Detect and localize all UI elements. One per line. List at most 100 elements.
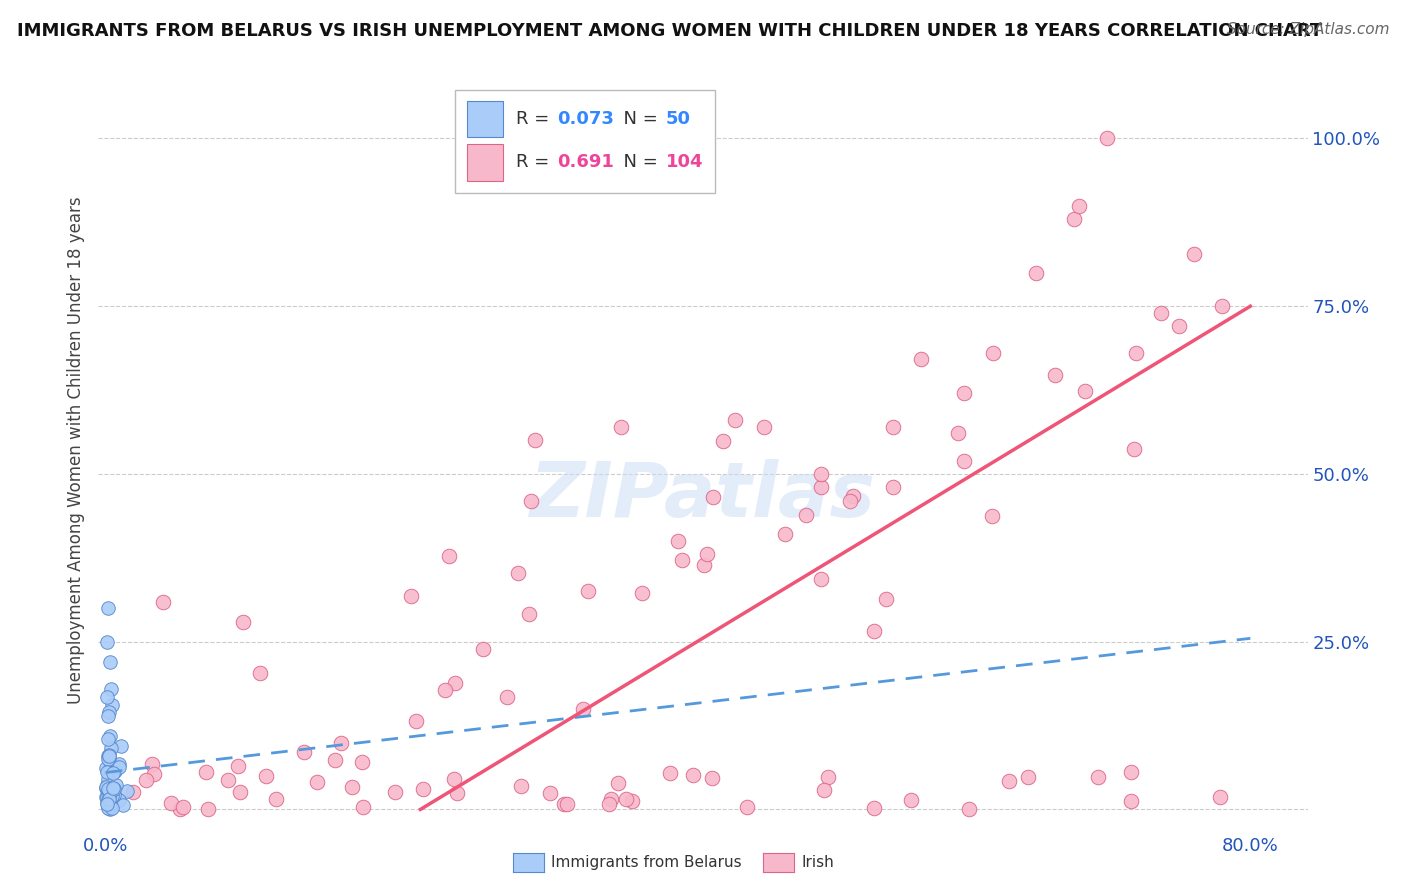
Text: 0.073: 0.073 xyxy=(557,110,613,128)
Text: 104: 104 xyxy=(665,153,703,171)
Point xyxy=(352,800,374,814)
Point xyxy=(810,480,832,494)
Point xyxy=(1063,211,1085,226)
Point xyxy=(254,768,277,782)
Point xyxy=(94,761,117,775)
Point xyxy=(104,764,127,778)
Point xyxy=(446,786,468,800)
Point xyxy=(97,782,120,797)
Point xyxy=(953,453,976,467)
Point xyxy=(197,802,219,816)
Point xyxy=(96,690,118,704)
Point xyxy=(98,705,121,719)
Point xyxy=(443,772,465,786)
Point xyxy=(702,490,724,504)
Point xyxy=(1150,305,1173,319)
Point xyxy=(100,681,122,696)
Point xyxy=(97,749,120,764)
Point xyxy=(249,666,271,681)
Point xyxy=(1017,770,1039,784)
Point xyxy=(598,797,620,811)
Point xyxy=(711,434,734,449)
Point xyxy=(523,434,546,448)
Point xyxy=(96,797,118,811)
FancyBboxPatch shape xyxy=(467,101,503,137)
Point xyxy=(110,739,132,753)
Point xyxy=(232,615,254,629)
Text: R =: R = xyxy=(516,153,554,171)
Point xyxy=(104,778,127,792)
Point xyxy=(97,601,120,615)
Point xyxy=(101,780,124,795)
Point xyxy=(96,780,118,794)
Point xyxy=(103,789,125,803)
Point xyxy=(100,740,122,755)
Point xyxy=(630,585,652,599)
Point xyxy=(101,698,124,712)
Point xyxy=(495,690,517,705)
Point xyxy=(1067,198,1090,212)
Point xyxy=(735,799,758,814)
Point xyxy=(882,480,904,494)
Point xyxy=(439,549,461,563)
Point xyxy=(614,792,637,806)
Point xyxy=(217,772,239,787)
Text: Immigrants from Belarus: Immigrants from Belarus xyxy=(551,855,742,870)
Point xyxy=(813,782,835,797)
Point xyxy=(142,767,165,781)
Point xyxy=(553,797,575,811)
Point xyxy=(953,386,976,401)
Point xyxy=(959,802,981,816)
Text: N =: N = xyxy=(613,110,664,128)
Point xyxy=(135,773,157,788)
Point xyxy=(96,634,118,648)
Point xyxy=(97,752,120,766)
Point xyxy=(1043,368,1066,382)
Point xyxy=(659,766,682,780)
Point xyxy=(292,745,315,759)
Point xyxy=(96,790,118,805)
Point xyxy=(838,493,860,508)
Point xyxy=(98,790,121,805)
Point xyxy=(444,675,467,690)
Text: 0.691: 0.691 xyxy=(557,153,613,171)
Point xyxy=(434,682,457,697)
Point xyxy=(1073,384,1095,399)
FancyBboxPatch shape xyxy=(467,145,503,180)
Point xyxy=(606,776,628,790)
Point xyxy=(103,766,125,780)
Point xyxy=(724,413,747,427)
Point xyxy=(122,785,145,799)
Point xyxy=(98,791,121,805)
Point xyxy=(98,784,121,798)
Point xyxy=(773,527,796,541)
Text: 50: 50 xyxy=(665,110,690,128)
Point xyxy=(98,781,121,796)
Point xyxy=(329,736,352,750)
Point xyxy=(98,802,121,816)
Point xyxy=(226,759,249,773)
Text: ZIPatlas: ZIPatlas xyxy=(530,459,876,533)
Point xyxy=(900,793,922,807)
Point xyxy=(117,784,139,798)
Point xyxy=(160,796,183,810)
Point xyxy=(1123,442,1146,457)
Point xyxy=(796,508,818,522)
Point xyxy=(508,566,530,581)
Point xyxy=(1209,790,1232,805)
Y-axis label: Unemployment Among Women with Children Under 18 years: Unemployment Among Women with Children U… xyxy=(67,196,86,705)
Point xyxy=(340,780,363,795)
Point xyxy=(1125,346,1147,360)
Point xyxy=(1211,299,1233,313)
Point xyxy=(96,772,118,787)
Point xyxy=(517,607,540,622)
Point xyxy=(702,772,724,786)
Point xyxy=(875,592,897,607)
Point xyxy=(94,790,117,805)
Point xyxy=(863,624,886,638)
Point xyxy=(981,508,1004,523)
Point xyxy=(305,775,328,789)
Point xyxy=(882,420,904,434)
Point xyxy=(842,489,865,503)
Point xyxy=(696,548,718,562)
